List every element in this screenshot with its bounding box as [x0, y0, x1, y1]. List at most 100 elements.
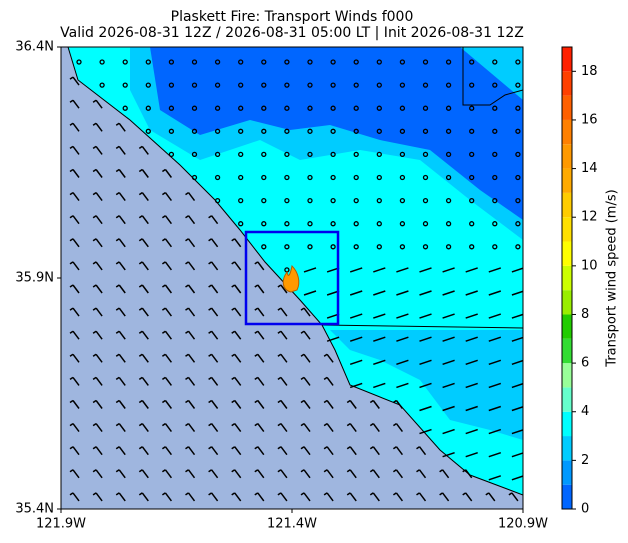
wind-barb: [369, 399, 374, 404]
county-border: [321, 324, 523, 329]
calm-marker: [469, 244, 475, 250]
wind-barb: [72, 376, 80, 386]
wind-barb: [95, 215, 103, 225]
wind-barb: [187, 446, 196, 456]
calm-marker: [353, 221, 359, 227]
calm-marker: [469, 221, 475, 227]
wind-barb: [395, 446, 403, 456]
wind-barb: [465, 336, 478, 342]
wind-barb: [95, 122, 103, 132]
wind-barb: [95, 145, 103, 155]
wind-barb: [138, 261, 143, 265]
calm-marker: [399, 221, 406, 227]
wind-barb: [95, 469, 103, 479]
wind-barb: [118, 307, 126, 317]
calm-marker: [422, 244, 429, 250]
wind-barb: [187, 261, 196, 271]
wind-barb: [185, 492, 189, 496]
calm-marker: [492, 105, 498, 111]
wind-barb: [488, 313, 502, 319]
wind-barb: [392, 469, 397, 473]
calm-marker: [353, 197, 359, 204]
wind-barb: [187, 400, 196, 409]
wind-barb: [185, 284, 189, 288]
wind-barb: [118, 492, 126, 502]
wind-barb: [346, 492, 351, 496]
wind-barb: [164, 446, 172, 456]
wind-barb: [95, 261, 103, 271]
wind-barb: [326, 469, 334, 479]
wind-barb: [396, 336, 409, 342]
colorbar-frame: [561, 46, 573, 510]
subtitle: Valid 2026-08-31 12Z / 2026-08-31 05:00 …: [60, 25, 524, 41]
wind-barb: [231, 446, 236, 450]
wind-barb: [277, 446, 282, 450]
calm-marker: [422, 82, 429, 88]
wind-barb: [92, 399, 97, 404]
wind-barb: [234, 469, 242, 479]
calm-marker: [168, 59, 175, 65]
wind-barb: [488, 359, 502, 366]
wind-barb: [187, 330, 196, 340]
wind-barb: [395, 423, 403, 433]
calm-marker: [307, 82, 313, 88]
calm-marker: [376, 82, 382, 88]
wind-barb: [211, 238, 219, 248]
wind-barb: [277, 492, 282, 496]
wind-barb: [300, 422, 305, 427]
calm-marker: [492, 221, 498, 227]
calm-marker: [191, 128, 198, 134]
wind-barb: [92, 261, 97, 265]
wind-barb: [372, 492, 380, 502]
wind-barb: [303, 330, 311, 340]
wind-barb: [300, 399, 305, 404]
wind-barb: [323, 353, 328, 357]
calm-marker: [353, 59, 359, 65]
wind-barb: [164, 169, 172, 178]
calm-marker: [422, 105, 429, 111]
wind-barb: [72, 99, 80, 109]
wind-barb: [488, 382, 502, 389]
calm-marker: [191, 151, 198, 158]
colorbar-level: [562, 411, 572, 437]
calm-marker: [261, 59, 267, 65]
wind-barb: [115, 168, 120, 173]
wind-barb: [511, 359, 523, 366]
wind-barb: [69, 168, 74, 173]
wind-barb: [141, 400, 149, 409]
wind-barb: [511, 336, 523, 342]
calm-marker: [238, 174, 244, 181]
wind-barb: [161, 492, 166, 496]
calm-marker: [284, 128, 290, 134]
wind-barb: [349, 382, 363, 389]
wind-barb: [118, 169, 126, 178]
wind-barb: [95, 307, 103, 317]
wind-barb: [254, 330, 259, 334]
wind-barb: [419, 382, 432, 389]
wind-barb: [373, 267, 386, 273]
wind-barb: [488, 428, 502, 435]
wind-barb: [161, 469, 166, 473]
wind-barb: [164, 469, 172, 479]
wind-barb: [234, 353, 242, 363]
wind-barb: [277, 284, 282, 288]
wind-barb: [349, 469, 357, 479]
wind-barb: [141, 284, 149, 294]
x-tick-label: 120.9W: [498, 517, 548, 532]
wind-barb: [254, 492, 259, 496]
wind-barb: [115, 492, 120, 496]
wind-barb: [95, 353, 103, 363]
wind-barb: [257, 469, 265, 479]
calm-marker: [168, 82, 175, 88]
colorbar-level: [562, 217, 572, 242]
calm-marker: [261, 244, 267, 250]
wind-barb: [141, 492, 149, 502]
wind-barb: [95, 169, 103, 178]
wind-barb: [95, 284, 103, 294]
wind-barb: [69, 446, 74, 450]
colorbar-level: [562, 484, 572, 509]
colorbar-tick-label: 0: [581, 502, 589, 517]
wind-barb: [115, 284, 120, 288]
wind-barb: [95, 400, 103, 409]
wind-barb: [254, 469, 259, 473]
